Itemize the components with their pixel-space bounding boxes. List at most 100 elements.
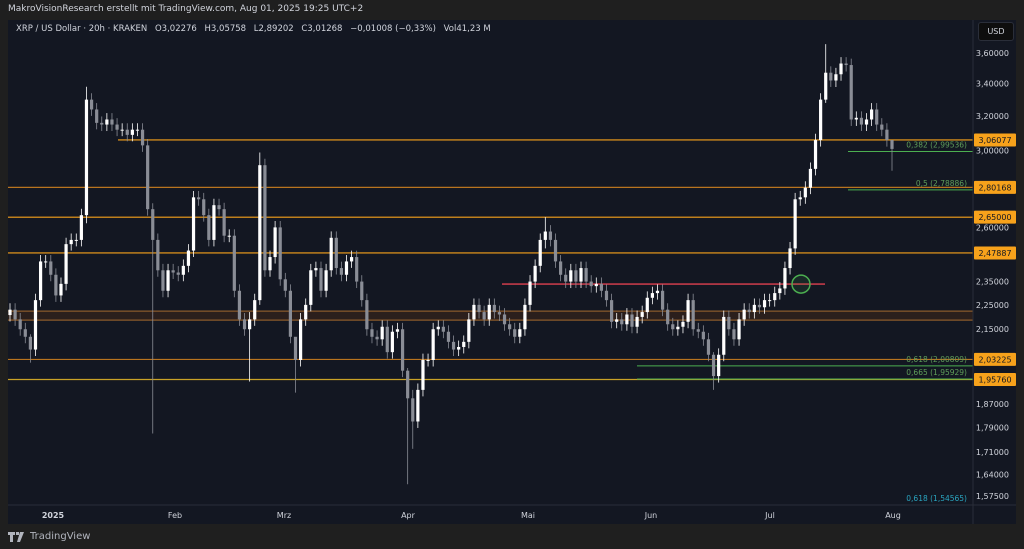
candle-body xyxy=(89,99,94,110)
fib-label: 0,618 (2,00809) xyxy=(906,355,967,364)
candle-body xyxy=(711,354,716,377)
candle-body xyxy=(732,329,736,340)
candle-body xyxy=(232,235,236,291)
candle-body xyxy=(227,235,231,237)
candle-body xyxy=(864,119,869,125)
candle-body xyxy=(38,261,43,301)
candle-body xyxy=(156,239,160,271)
candle-body xyxy=(390,331,394,353)
candle-body xyxy=(768,300,772,302)
currency-button[interactable]: USD xyxy=(978,22,1014,41)
candle-body xyxy=(502,314,507,325)
candle-body xyxy=(339,268,343,275)
candle-body xyxy=(757,304,762,308)
time-axis-ticks[interactable]: 2025 Feb Mrz Apr Mai Jun Jul Aug xyxy=(42,511,901,520)
candle-body xyxy=(263,165,267,271)
candle-body xyxy=(655,290,660,294)
time-tick-label: 2025 xyxy=(42,511,65,520)
ohlc-open: O3,02276 xyxy=(154,24,197,34)
candle-body xyxy=(701,331,705,340)
candle-body xyxy=(278,227,282,280)
candle-body xyxy=(242,319,247,330)
candle-body xyxy=(870,109,874,120)
candle-body xyxy=(813,140,818,169)
candle-body xyxy=(528,281,532,305)
candle-body xyxy=(74,239,78,241)
price-tick-label: 1,71000 xyxy=(976,448,1009,457)
price-tick-label: 3,20000 xyxy=(976,112,1009,121)
tradingview-brand[interactable]: TradingView xyxy=(8,531,90,542)
price-tick-label: 2,25000 xyxy=(976,301,1009,310)
candle-body xyxy=(783,268,787,289)
candle-body xyxy=(84,99,89,216)
candle-body xyxy=(808,168,813,188)
time-tick-label: Apr xyxy=(401,511,416,520)
chart-attribution: MakroVisionResearch erstellt mit Trading… xyxy=(8,4,364,14)
price-axis[interactable] xyxy=(973,20,1016,524)
price-tick-label: 3,60000 xyxy=(976,49,1009,58)
candle-body xyxy=(609,300,614,322)
candle-body xyxy=(28,336,32,350)
ohlc-high: H3,05758 xyxy=(204,24,247,34)
candle-body xyxy=(589,281,593,287)
candle-body xyxy=(181,265,185,275)
fib-label: 0,618 (1,54565) xyxy=(906,494,967,503)
candle-body xyxy=(885,129,889,141)
candle-body xyxy=(615,319,619,322)
candle-body xyxy=(604,290,609,301)
time-tick-label: Mrz xyxy=(277,511,291,520)
candle-body xyxy=(523,304,527,330)
candle-body xyxy=(171,270,175,273)
candle-body xyxy=(594,283,598,287)
candle-body xyxy=(130,129,134,135)
candle-body xyxy=(207,215,211,240)
candle-body xyxy=(406,370,410,399)
price-change: −0,01008 (−0,33%) xyxy=(350,24,436,34)
price-tag-label: 2,80168 xyxy=(978,183,1011,192)
price-tick-label: 2,35000 xyxy=(976,278,1009,287)
candle-body xyxy=(166,270,170,291)
candle-body xyxy=(497,312,502,315)
candle-body xyxy=(426,360,430,362)
candle-body xyxy=(349,257,354,262)
chart-pane[interactable] xyxy=(8,20,1016,524)
time-tick-label: Jun xyxy=(644,511,658,520)
candle-body xyxy=(314,268,318,271)
candle-body xyxy=(360,281,364,301)
candle-body xyxy=(620,319,624,325)
candle-body xyxy=(222,209,226,236)
candle-body xyxy=(329,237,333,271)
candle-body xyxy=(457,346,461,350)
candle-body xyxy=(773,293,777,301)
candle-body xyxy=(44,261,48,263)
candle-body xyxy=(696,329,700,332)
candle-body xyxy=(421,360,425,390)
candle-body xyxy=(686,300,690,322)
candle-body xyxy=(492,304,496,313)
candle-body xyxy=(334,237,338,269)
candle-body xyxy=(288,290,293,337)
candle-body xyxy=(650,293,654,298)
candle-body xyxy=(446,331,451,342)
candle-body xyxy=(518,329,522,337)
candle-body xyxy=(100,122,104,125)
price-axis-ticks: 3,60000 3,40000 3,20000 3,00000 2,60000 2,350… xyxy=(976,49,1009,501)
candle-body xyxy=(579,268,583,282)
price-tag-label: 2,03225 xyxy=(978,355,1011,364)
candle-body xyxy=(666,309,670,325)
candle-body xyxy=(559,261,563,275)
annotations xyxy=(791,274,811,294)
candle-body xyxy=(584,268,588,282)
candle-body xyxy=(564,274,568,282)
candle-body xyxy=(186,250,191,266)
candle-body xyxy=(533,265,537,282)
candle-body xyxy=(441,326,445,332)
symbol-legend[interactable]: XRP / US Dollar · 20h · KRAKEN O3,02276 … xyxy=(16,24,496,34)
candle-body xyxy=(110,119,114,125)
candle-body xyxy=(355,257,359,282)
price-tag xyxy=(974,372,1016,386)
candle-body xyxy=(304,304,308,320)
symbol-name[interactable]: XRP / US Dollar · 20h · KRAKEN xyxy=(16,24,148,34)
candle-body xyxy=(553,239,558,262)
